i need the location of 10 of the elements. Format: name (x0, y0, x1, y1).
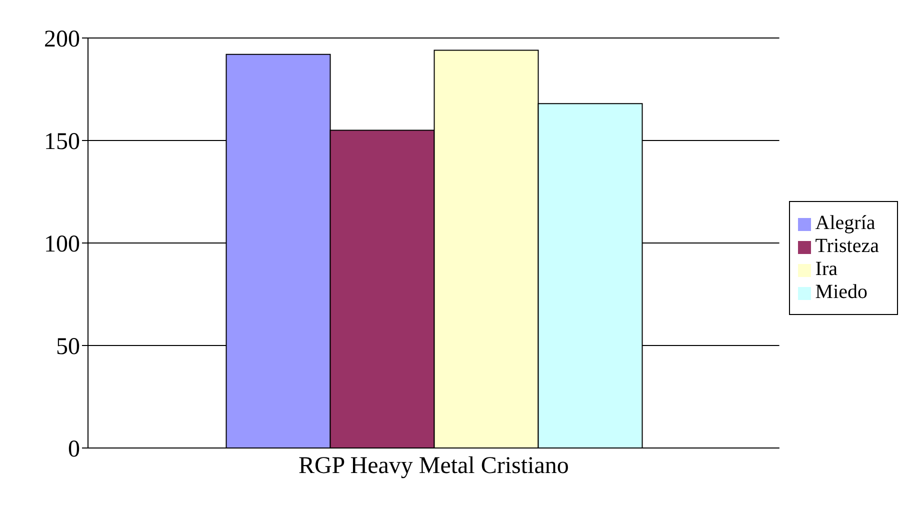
x-tick-label: RGP Heavy Metal Cristiano (298, 453, 569, 480)
legend-label: Alegría (815, 212, 876, 234)
y-tick-label: 100 (44, 232, 80, 258)
y-tick-label: 150 (44, 129, 80, 156)
legend-label: Miedo (815, 281, 868, 303)
y-tick-label: 50 (56, 334, 80, 360)
y-tick-label: 200 (44, 26, 80, 53)
legend-label: Ira (815, 258, 838, 280)
legend-label: Tristeza (815, 235, 879, 257)
y-tick-label: 0 (68, 436, 80, 463)
